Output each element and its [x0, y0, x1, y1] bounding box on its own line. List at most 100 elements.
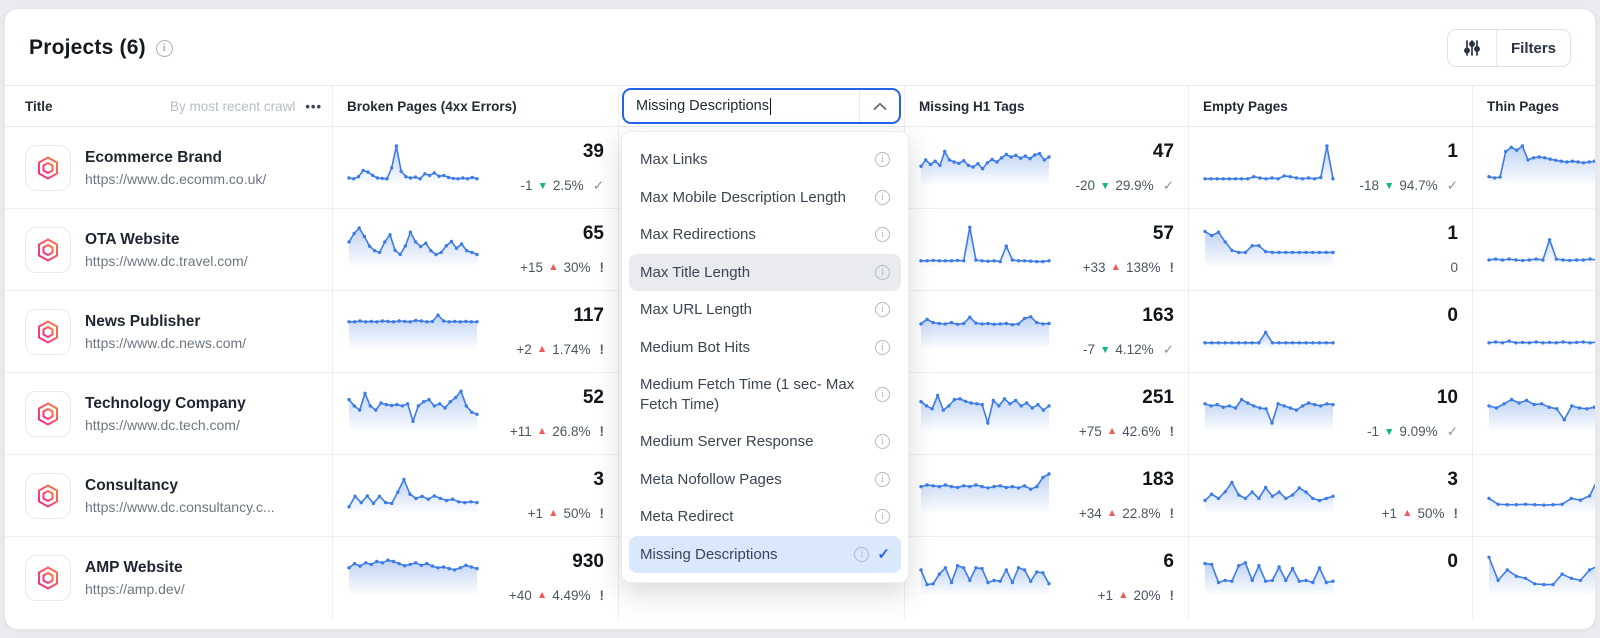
combobox-collapse-button[interactable] — [859, 90, 899, 122]
delta-percent: 50% — [563, 505, 591, 521]
project-url[interactable]: https://www.dc.consultancy.c... — [85, 498, 275, 515]
project-name[interactable]: Ecommerce Brand — [85, 148, 222, 166]
delta-row: +40 ▲ 4.49%! — [509, 588, 604, 603]
dropdown-item-max-links[interactable]: Max Links i — [629, 141, 901, 179]
project-title-cell[interactable]: OTA Website https://www.dc.travel.com/ — [5, 209, 333, 290]
item-info-icon[interactable]: i — [875, 189, 890, 205]
dropdown-item-max-mobile-description-length[interactable]: Max Mobile Description Length i — [629, 179, 901, 217]
project-name[interactable]: AMP Website — [85, 559, 183, 576]
project-avatar — [25, 555, 71, 601]
column-header-empty-pages[interactable]: Empty Pages — [1189, 86, 1473, 126]
metric-combobox[interactable]: Missing Descriptions — [622, 88, 901, 124]
metric-value: 930 — [572, 551, 604, 572]
project-url[interactable]: https://amp.dev/ — [85, 581, 185, 597]
item-info-icon[interactable]: i — [875, 471, 890, 487]
metric-value: 1 — [1447, 141, 1458, 162]
project-title-cell[interactable]: Technology Company https://www.dc.tech.co… — [5, 373, 333, 454]
project-title-cell[interactable]: Ecommerce Brand https://www.dc.ecomm.co.u… — [5, 127, 333, 208]
trend-up-arrow-icon: ▲ — [536, 343, 548, 356]
delta-value: 0 — [1450, 259, 1458, 275]
trend-sparkline — [347, 226, 479, 266]
trend-sparkline — [347, 477, 479, 512]
project-name[interactable]: Consultancy — [85, 476, 179, 494]
project-avatar — [25, 144, 71, 191]
delta-row: 0 — [1450, 260, 1458, 275]
trend-sparkline — [1487, 144, 1595, 184]
delta-row: -7 ▼ 4.12% ✓ — [1083, 342, 1174, 358]
item-info-icon[interactable]: i — [854, 546, 870, 562]
item-info-icon[interactable]: i — [875, 264, 890, 280]
metric-value: 183 — [1142, 469, 1174, 490]
column-header-broken-pages[interactable]: Broken Pages (4xx Errors) — [333, 86, 619, 126]
projects-info-icon[interactable]: i — [155, 39, 173, 57]
project-name[interactable]: News Publisher — [85, 312, 201, 330]
delta-row: -1 ▼ 9.09% ✓ — [1367, 424, 1458, 440]
project-title-cell[interactable]: Consultancy https://www.dc.consultancy.c.… — [5, 455, 333, 536]
delta-percent: 4.12% — [1115, 342, 1154, 358]
dropdown-item-meta-redirect[interactable]: Meta Redirect i — [629, 498, 901, 536]
item-info-icon[interactable]: i — [875, 434, 890, 450]
dropdown-item-max-url-length[interactable]: Max URL Length i — [629, 291, 901, 329]
status-alert-icon: ! — [599, 505, 605, 521]
cell-broken-pages: 117 +2 ▲ 1.74%! — [333, 291, 619, 372]
delta-percent: 42.6% — [1122, 423, 1161, 439]
status-check-icon: ✓ — [1446, 177, 1458, 193]
metric-dropdown-panel: Max Links i Max Mobile Description Length i… — [621, 131, 909, 583]
cell-thin-pages — [1473, 373, 1595, 454]
project-title-cell[interactable]: AMP Website https://amp.dev/ — [5, 537, 333, 619]
trend-down-arrow-icon: ▼ — [1100, 179, 1111, 192]
item-info-icon[interactable]: i — [875, 152, 890, 168]
dropdown-item-medium-server-response[interactable]: Medium Server Response i — [629, 423, 901, 461]
metric-value: 57 — [1152, 223, 1174, 244]
dropdown-item-label: Max Redirections — [640, 226, 756, 243]
table-header-row: Title By most recent crawl ••• Broken Pa… — [5, 85, 1595, 127]
item-info-icon[interactable]: i — [875, 339, 890, 355]
cell-missing-h1: 6 +1 ▲ 20%! — [905, 537, 1189, 619]
dropdown-item-medium-bot-hits[interactable]: Medium Bot Hits i — [629, 329, 901, 367]
project-url[interactable]: https://www.dc.travel.com/ — [85, 252, 248, 269]
dropdown-item-missing-descriptions[interactable]: Missing Descriptions i ✓ — [629, 535, 901, 573]
cell-missing-h1: 183 +34 ▲ 22.8%! — [905, 455, 1189, 536]
project-title-cell[interactable]: News Publisher https://www.dc.news.com/ — [5, 291, 333, 372]
project-avatar — [25, 472, 71, 519]
filters-button[interactable]: Filters — [1446, 29, 1571, 67]
item-info-icon[interactable]: i — [875, 227, 890, 243]
project-avatar — [25, 308, 71, 355]
project-url[interactable]: https://www.dc.news.com/ — [85, 334, 247, 351]
metric-value: 3 — [1447, 469, 1458, 490]
sort-order-label[interactable]: By most recent crawl — [170, 98, 296, 114]
column-options-menu-icon[interactable]: ••• — [305, 98, 322, 114]
column-header-title: Title By most recent crawl ••• — [5, 86, 333, 126]
project-url[interactable]: https://www.dc.tech.com/ — [85, 416, 240, 433]
dropdown-item-max-title-length[interactable]: Max Title Length i — [629, 253, 901, 291]
sliders-icon — [1464, 40, 1480, 56]
item-info-icon[interactable]: i — [875, 302, 890, 318]
delta-percent: 50% — [1417, 505, 1445, 521]
project-url[interactable]: https://www.dc.ecomm.co.uk/ — [85, 170, 267, 187]
delta-row: +1 ▲ 20%! — [1098, 588, 1174, 603]
trend-sparkline — [1487, 238, 1595, 266]
dropdown-item-meta-nofollow-pages[interactable]: Meta Nofollow Pages i — [629, 461, 901, 499]
trend-down-arrow-icon: ▼ — [537, 179, 548, 192]
trend-sparkline — [347, 144, 479, 184]
cell-broken-pages: 52 +11 ▲ 26.8%! — [333, 373, 619, 454]
project-name[interactable]: OTA Website — [85, 230, 180, 248]
item-info-icon[interactable]: i — [875, 387, 890, 402]
trend-sparkline — [1487, 555, 1595, 594]
column-header-missing-h1[interactable]: Missing H1 Tags — [905, 86, 1189, 126]
status-alert-icon: ! — [1169, 423, 1175, 439]
item-info-icon[interactable]: i — [875, 509, 890, 525]
project-name[interactable]: Technology Company — [85, 394, 246, 412]
filters-sliders-segment[interactable] — [1448, 30, 1496, 66]
cell-empty-pages: 10 -1 ▼ 9.09% ✓ — [1189, 373, 1473, 454]
metric-value: 1 — [1447, 223, 1458, 244]
filters-label-segment[interactable]: Filters — [1495, 30, 1570, 66]
cell-empty-pages: 1 -18 ▼ 94.7% ✓ — [1189, 127, 1473, 208]
dropdown-item-label: Max URL Length — [640, 301, 753, 318]
projects-card: Projects (6) i Filters Title By — [4, 8, 1596, 630]
dropdown-item-medium-fetch-time-1-sec-max-fetch-time[interactable]: Medium Fetch Time (1 sec- Max Fetch Time… — [629, 366, 901, 423]
delta-percent: 2.5% — [552, 178, 584, 194]
dropdown-item-max-redirections[interactable]: Max Redirections i — [629, 216, 901, 254]
trend-sparkline — [347, 558, 479, 594]
column-header-thin-pages[interactable]: Thin Pages — [1487, 98, 1560, 114]
